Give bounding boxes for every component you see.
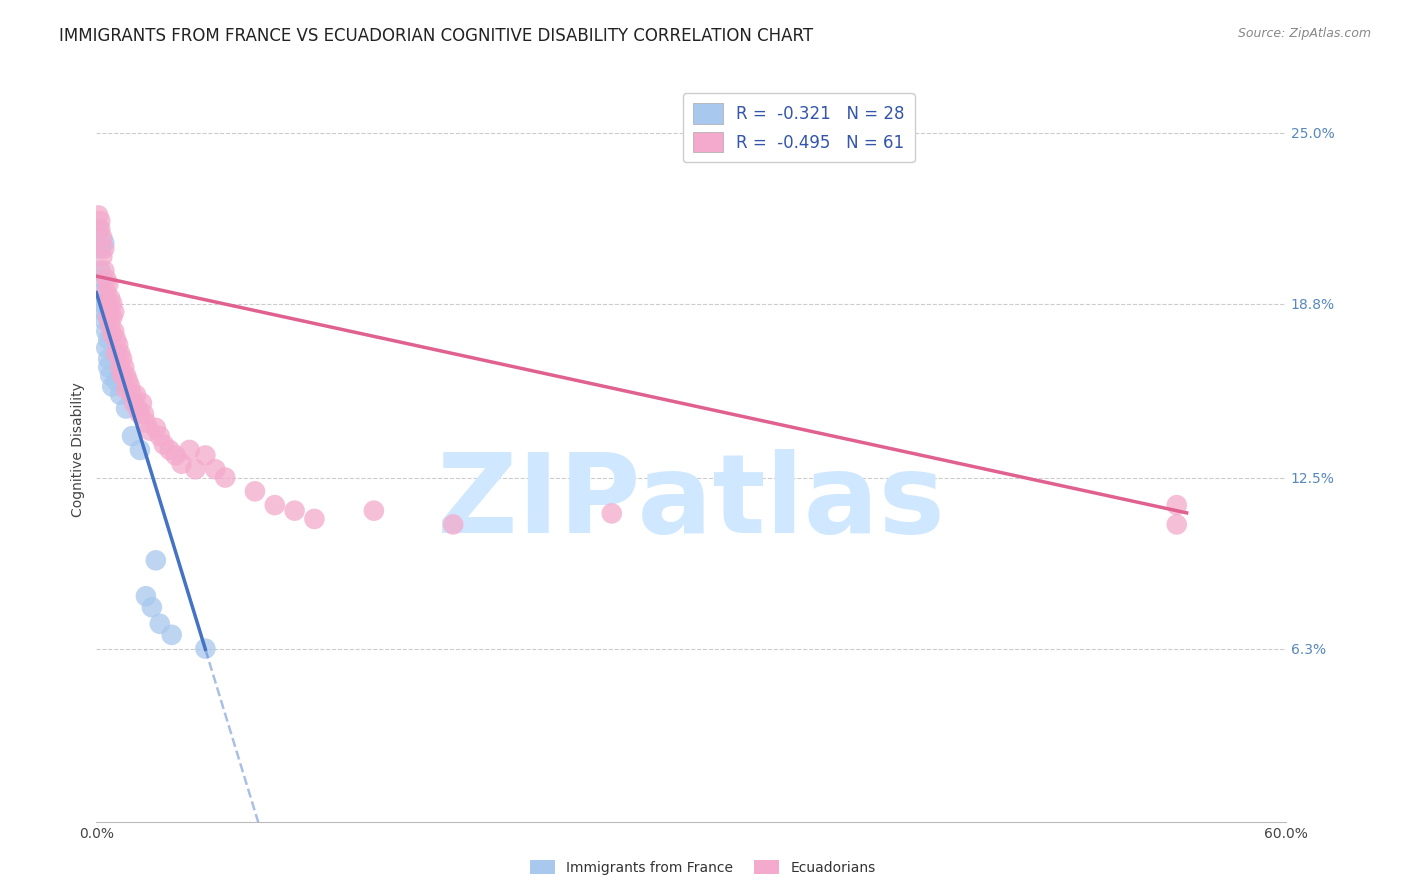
- Point: [141, 600, 163, 615]
- Point: [96, 324, 118, 338]
- Point: [115, 368, 138, 383]
- Point: [89, 263, 111, 277]
- Point: [118, 379, 141, 393]
- Point: [170, 457, 193, 471]
- Point: [115, 401, 138, 416]
- Point: [93, 263, 115, 277]
- Point: [145, 553, 167, 567]
- Point: [304, 512, 326, 526]
- Point: [89, 214, 111, 228]
- Point: [184, 462, 207, 476]
- Point: [101, 296, 124, 310]
- Point: [107, 338, 129, 352]
- Point: [121, 429, 143, 443]
- Point: [149, 616, 172, 631]
- Text: ZIPatlas: ZIPatlas: [437, 449, 945, 556]
- Text: Source: ZipAtlas.com: Source: ZipAtlas.com: [1237, 27, 1371, 40]
- Y-axis label: Cognitive Disability: Cognitive Disability: [72, 383, 86, 517]
- Point: [159, 442, 181, 457]
- Point: [97, 333, 120, 347]
- Point: [115, 382, 138, 396]
- Point: [96, 341, 118, 355]
- Point: [135, 589, 157, 603]
- Point: [108, 346, 131, 360]
- Point: [243, 484, 266, 499]
- Point: [145, 421, 167, 435]
- Point: [103, 324, 125, 338]
- Point: [98, 368, 121, 383]
- Point: [263, 498, 285, 512]
- Point: [111, 368, 134, 383]
- Point: [139, 424, 162, 438]
- Point: [122, 396, 145, 410]
- Text: IMMIGRANTS FROM FRANCE VS ECUADORIAN COGNITIVE DISABILITY CORRELATION CHART: IMMIGRANTS FROM FRANCE VS ECUADORIAN COG…: [59, 27, 813, 45]
- Point: [103, 305, 125, 319]
- Point: [600, 507, 623, 521]
- Point: [91, 272, 114, 286]
- Point: [152, 437, 174, 451]
- Point: [97, 310, 120, 325]
- Point: [127, 401, 149, 416]
- Point: [1166, 517, 1188, 532]
- Point: [165, 449, 187, 463]
- Point: [1166, 498, 1188, 512]
- Point: [93, 242, 115, 256]
- Point: [194, 641, 217, 656]
- Point: [125, 388, 148, 402]
- Point: [98, 291, 121, 305]
- Point: [363, 503, 385, 517]
- Point: [121, 388, 143, 402]
- Point: [135, 415, 157, 429]
- Point: [97, 351, 120, 366]
- Legend: R =  -0.321   N = 28, R =  -0.495   N = 61: R = -0.321 N = 28, R = -0.495 N = 61: [683, 94, 915, 162]
- Point: [96, 285, 118, 300]
- Point: [194, 449, 217, 463]
- Point: [87, 208, 110, 222]
- Point: [284, 503, 307, 517]
- Point: [93, 313, 115, 327]
- Point: [131, 396, 153, 410]
- Point: [129, 407, 152, 421]
- Point: [93, 305, 115, 319]
- Point: [179, 442, 201, 457]
- Point: [97, 360, 120, 375]
- Point: [108, 360, 131, 375]
- Point: [96, 272, 118, 286]
- Point: [101, 310, 124, 325]
- Point: [214, 470, 236, 484]
- Point: [117, 374, 139, 388]
- Point: [105, 333, 128, 347]
- Point: [89, 242, 111, 256]
- Point: [91, 296, 114, 310]
- Point: [91, 250, 114, 264]
- Point: [441, 517, 464, 532]
- Legend: Immigrants from France, Ecuadorians: Immigrants from France, Ecuadorians: [524, 855, 882, 880]
- Point: [149, 429, 172, 443]
- Point: [89, 222, 111, 236]
- Point: [108, 388, 131, 402]
- Point: [87, 222, 110, 236]
- Point: [97, 277, 120, 292]
- Point: [105, 346, 128, 360]
- Point: [97, 296, 120, 310]
- Point: [105, 374, 128, 388]
- Point: [98, 318, 121, 333]
- Point: [160, 628, 183, 642]
- Point: [91, 230, 114, 244]
- Point: [101, 379, 124, 393]
- Point: [93, 235, 115, 250]
- Point: [112, 360, 135, 375]
- Point: [91, 285, 114, 300]
- Point: [101, 327, 124, 342]
- Point: [204, 462, 226, 476]
- Point: [111, 351, 134, 366]
- Point: [129, 442, 152, 457]
- Point: [98, 305, 121, 319]
- Point: [132, 407, 155, 421]
- Point: [96, 296, 118, 310]
